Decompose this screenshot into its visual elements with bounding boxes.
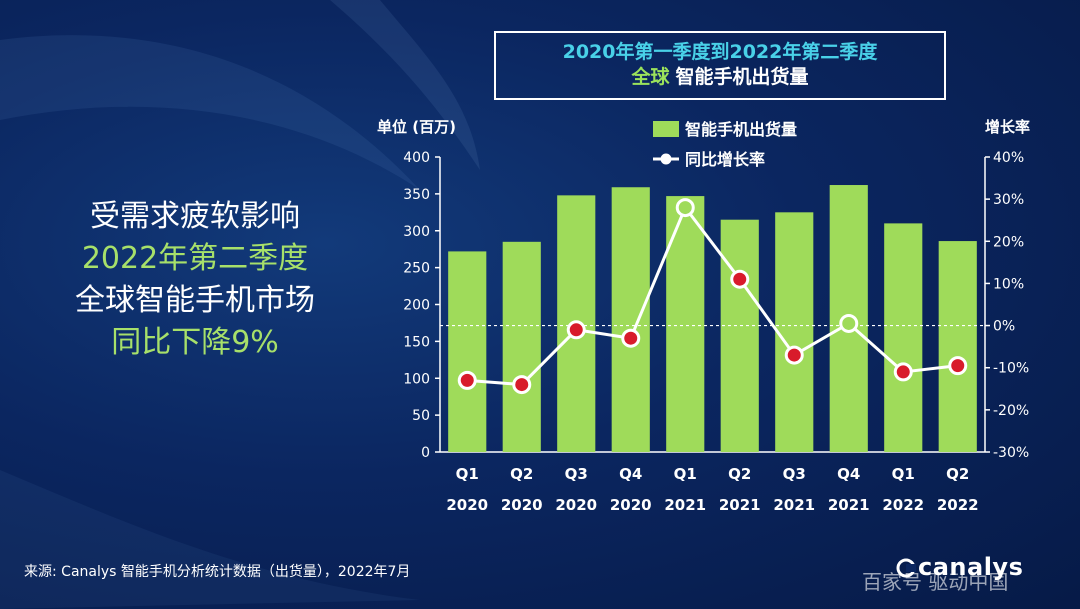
growth-rate-point — [730, 269, 750, 289]
x-tick-year-label: 2020 — [555, 496, 597, 514]
x-tick-label: Q2 — [946, 465, 969, 483]
growth-rate-point — [457, 370, 477, 390]
x-tick-year-label: 2022 — [882, 496, 924, 514]
x-tick-year-label: 2021 — [828, 496, 870, 514]
growth-rate-point — [784, 345, 804, 365]
x-tick-label: Q2 — [728, 465, 751, 483]
x-tick-label: Q2 — [510, 465, 533, 483]
y-axis-label: 单位 (百万) — [377, 118, 456, 136]
y-tick-label: 400 — [403, 150, 430, 166]
y-tick-label: 300 — [403, 224, 430, 240]
growth-rate-line — [467, 204, 958, 387]
y-tick-label: 150 — [403, 334, 430, 350]
bar — [448, 251, 487, 452]
y-tick-label: 250 — [403, 261, 430, 277]
growth-rate-point — [675, 198, 695, 218]
bar — [611, 187, 650, 453]
growth-rate-point — [948, 356, 968, 376]
x-tick-label: Q1 — [892, 465, 915, 483]
y2-tick-label: 40% — [993, 150, 1024, 166]
brand-logo-text: canalys — [918, 553, 1024, 581]
y2-axis-label: 增长率 — [985, 118, 1030, 136]
legend-line-marker — [660, 153, 672, 165]
y-tick-label: 50 — [412, 408, 430, 424]
growth-rate-point — [512, 375, 532, 395]
x-tick-label: Q3 — [783, 465, 806, 483]
y-tick-label: 100 — [403, 371, 430, 387]
canalys-logo-icon — [896, 558, 916, 578]
growth-rate-point — [893, 362, 913, 382]
y-tick-label: 200 — [403, 298, 430, 314]
legend: 智能手机出货量 同比增长率 — [653, 120, 797, 169]
y2-tick-label: -30% — [993, 445, 1029, 461]
bar — [666, 196, 705, 452]
legend-bar-swatch — [653, 121, 679, 137]
bar — [775, 212, 814, 452]
x-tick-year-label: 2021 — [773, 496, 815, 514]
legend-line-label: 同比增长率 — [685, 150, 765, 169]
chart-subtitle-part-a: 全球 — [631, 66, 670, 88]
x-tick-year-label: 2021 — [719, 496, 761, 514]
growth-rate-point — [566, 320, 586, 340]
chart-subtitle-part-b: 智能手机出货量 — [675, 66, 809, 88]
chart-title-box: 2020年第一季度到2022年第二季度 全球 智能手机出货量 — [494, 31, 946, 100]
bar — [720, 219, 759, 452]
x-tick-year-label: 2021 — [664, 496, 706, 514]
headline: 受需求疲软影响 2022年第二季度 全球智能手机市场 同比下降9% — [20, 196, 370, 364]
y2-tick-label: 0% — [993, 319, 1015, 335]
y-tick-label: 350 — [403, 187, 430, 203]
x-tick-year-label: 2020 — [446, 496, 488, 514]
y2-tick-label: 10% — [993, 276, 1024, 292]
x-tick-year-label: 2020 — [610, 496, 652, 514]
bar — [938, 241, 977, 452]
bar — [884, 223, 923, 452]
x-tick-year-label: 2020 — [501, 496, 543, 514]
headline-line-3: 全球智能手机市场 — [75, 283, 315, 318]
y2-tick-label: -10% — [993, 361, 1029, 377]
chart-subtitle: 全球 智能手机出货量 — [496, 64, 944, 90]
x-tick-label: Q4 — [619, 465, 642, 483]
y-tick-label: 0 — [421, 445, 430, 461]
y2-tick-label: -20% — [993, 403, 1029, 419]
x-tick-label: Q4 — [837, 465, 860, 483]
headline-line-2: 2022年第二季度 — [81, 241, 309, 276]
headline-line-1: 受需求疲软影响 — [90, 199, 300, 234]
bar — [502, 241, 541, 452]
chart-title: 2020年第一季度到2022年第二季度 — [562, 41, 878, 63]
x-tick-label: Q1 — [456, 465, 479, 483]
growth-rate-point — [621, 328, 641, 348]
x-tick-year-label: 2022 — [937, 496, 979, 514]
x-tick-label: Q1 — [674, 465, 697, 483]
y2-tick-label: 30% — [993, 192, 1024, 208]
watermark: 百家号 驱动中国 — [862, 570, 1009, 594]
headline-line-4: 同比下降9% — [111, 325, 279, 360]
source-note: 来源: Canalys 智能手机分析统计数据（出货量），2022年7月 — [24, 564, 411, 580]
growth-rate-point — [839, 313, 859, 333]
legend-bar-label: 智能手机出货量 — [685, 120, 797, 139]
y2-tick-label: 20% — [993, 234, 1024, 250]
x-tick-label: Q3 — [565, 465, 588, 483]
